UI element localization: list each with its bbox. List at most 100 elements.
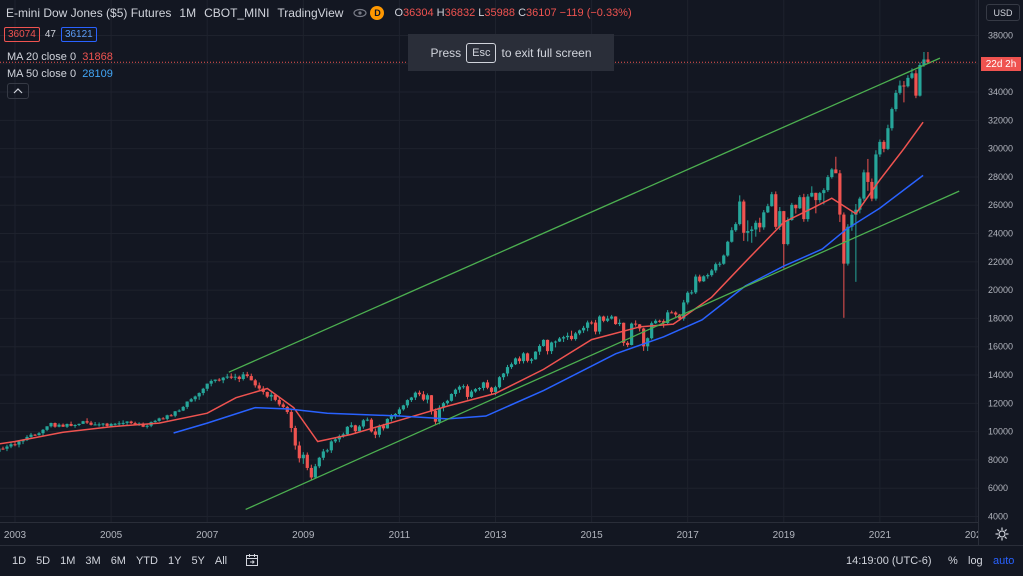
countdown-tag: 22d 2h: [981, 57, 1021, 71]
candle-body: [49, 422, 53, 427]
chart-pane[interactable]: E-mini Dow Jones ($5) Futures 1M CBOT_MI…: [0, 0, 978, 522]
candle-body: [393, 413, 398, 417]
time-axis[interactable]: 2003 2005 2007 2009 2011 2013 2015 2017 2019 2021…: [0, 522, 978, 546]
candle-body: [417, 392, 422, 395]
candle-body: [505, 367, 510, 374]
spread-value: 47: [44, 29, 56, 40]
candle-body: [105, 423, 109, 426]
interval-label[interactable]: 1M: [179, 6, 197, 20]
candle-body: [614, 316, 618, 325]
candle-body: [826, 177, 830, 191]
candle-body: [846, 226, 850, 264]
symbol-title[interactable]: E-mini Dow Jones ($5) Futures: [6, 6, 172, 20]
candle-body: [369, 419, 373, 432]
candle-body: [365, 419, 369, 421]
candle-body: [9, 444, 13, 447]
auto-toggle[interactable]: auto: [993, 555, 1015, 567]
open-label: O: [394, 7, 404, 19]
candle-body: [53, 422, 57, 427]
range-1y[interactable]: 1Y: [167, 555, 182, 567]
candle-body: [269, 394, 273, 397]
settings-gear-icon[interactable]: [995, 527, 1009, 541]
candle-body: [569, 335, 574, 340]
candle-body: [189, 399, 193, 402]
candle-body: [45, 426, 49, 430]
range-1d[interactable]: 1D: [12, 555, 27, 567]
candle-body: [297, 445, 301, 459]
range-6m[interactable]: 6M: [110, 555, 126, 567]
candle-body: [113, 423, 117, 425]
price-tick-label: 16000: [988, 342, 1013, 352]
candle-body: [389, 416, 393, 419]
log-toggle[interactable]: log: [968, 555, 983, 567]
candle-body: [858, 198, 862, 210]
range-5d[interactable]: 5D: [36, 555, 51, 567]
candle-body: [922, 59, 926, 66]
buy-price-box[interactable]: 36121: [60, 27, 97, 42]
candle-body: [321, 451, 325, 458]
ma20-legend[interactable]: MA 20 close 0 31868: [7, 51, 113, 63]
price-tick-label: 14000: [988, 370, 1013, 380]
candle-body: [429, 395, 434, 411]
collapse-legend-button[interactable]: [7, 83, 29, 99]
candle-body: [553, 341, 558, 343]
delayed-badge[interactable]: D: [370, 6, 385, 20]
ma50-legend[interactable]: MA 50 close 0 28109: [7, 68, 113, 80]
price-axis[interactable]: 3800036000340003200030000280002600024000…: [978, 0, 1023, 545]
candle-body: [169, 415, 173, 417]
candle-body: [525, 353, 530, 361]
candle-body: [874, 154, 878, 199]
candle-body: [241, 374, 245, 379]
candle-body: [626, 342, 630, 345]
price-tick-label: 22000: [988, 257, 1013, 267]
high-label: H: [436, 7, 445, 19]
candle-body: [305, 454, 309, 468]
candle-body: [926, 59, 930, 63]
clock[interactable]: 14:19:00 (UTC-6): [846, 555, 932, 567]
candle-body: [353, 425, 357, 432]
candle-body: [197, 393, 201, 397]
candle-body: [561, 337, 566, 339]
trendline: [245, 190, 960, 511]
range-ytd[interactable]: YTD: [135, 555, 158, 567]
candle-body: [461, 386, 466, 388]
candle-body: [449, 393, 454, 401]
candle-body: [225, 376, 229, 378]
candle-body: [850, 214, 854, 227]
candle-body: [265, 391, 269, 397]
candle-body: [513, 358, 518, 365]
candle-body: [357, 426, 361, 432]
currency-button[interactable]: USD: [986, 4, 1020, 21]
candle-body: [666, 312, 670, 323]
sell-price-box[interactable]: 36074: [4, 27, 40, 42]
candle-body: [842, 214, 846, 264]
candle-body: [177, 410, 181, 412]
candle-body: [65, 423, 69, 427]
exchange-label: CBOT_MINI: [204, 6, 270, 20]
date-range-icon[interactable]: [245, 553, 259, 570]
candle-body: [618, 322, 622, 325]
candle-body: [333, 439, 337, 442]
candle-body: [1, 448, 5, 450]
candle-body: [217, 379, 221, 381]
candle-body: [153, 420, 157, 423]
price-chart[interactable]: [0, 0, 978, 522]
eye-icon[interactable]: [353, 8, 368, 18]
percent-toggle[interactable]: %: [948, 555, 958, 567]
candle-body: [577, 330, 582, 334]
candle-body: [157, 418, 161, 421]
candle-body: [814, 192, 818, 201]
candle-body: [838, 173, 842, 215]
candle-body: [249, 376, 253, 381]
candle-body: [409, 397, 414, 401]
range-1m[interactable]: 1M: [60, 555, 76, 567]
price-tick-label: 28000: [988, 172, 1013, 182]
candle-body: [349, 425, 353, 427]
range-3m[interactable]: 3M: [85, 555, 101, 567]
candle-body: [726, 241, 730, 256]
price-tick-label: 34000: [988, 87, 1013, 97]
bottom-toolbar: 1D 5D 1M 3M 6M YTD 1Y 5Y All 14:19:00 (U…: [0, 545, 1023, 576]
candle-body: [557, 338, 562, 342]
range-all[interactable]: All: [214, 555, 228, 567]
range-5y[interactable]: 5Y: [191, 555, 205, 567]
